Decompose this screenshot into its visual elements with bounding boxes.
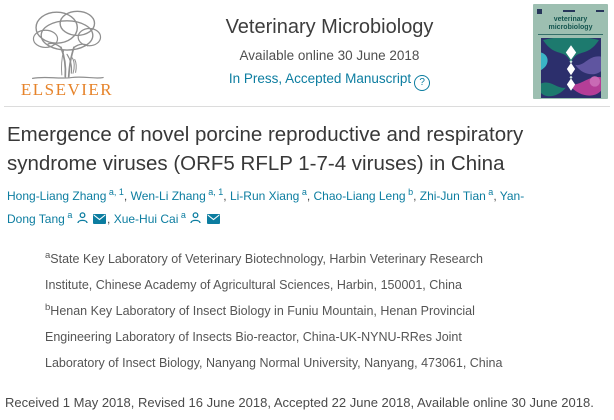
author-affiliation-sup: a, 1 [205, 187, 224, 197]
cover-top-row [537, 8, 604, 14]
cover-decorative-bar [596, 10, 604, 12]
header-divider [4, 106, 610, 107]
journal-header: Veterinary Microbiology Available online… [126, 4, 533, 91]
journal-title-link[interactable]: Veterinary Microbiology [225, 16, 434, 38]
affiliation-item: bHenan Key Laboratory of Insect Biology … [45, 301, 503, 370]
author-affiliation-sup: a [299, 187, 307, 197]
author-affiliation-sup: a, 1 [106, 187, 124, 197]
cover-decorative-bar [563, 10, 575, 12]
affiliation-sup: b [45, 301, 51, 313]
author-link[interactable]: Hong-Liang Zhang [7, 189, 107, 203]
elsevier-wordmark[interactable]: ELSEVIER [20, 80, 114, 99]
elsevier-logo[interactable]: ELSEVIER [8, 4, 126, 100]
article-title: Emergence of novel porcine reproductive … [7, 123, 524, 175]
author-affiliation-sup: a [485, 187, 494, 197]
author-link[interactable]: Yan-Dong Tang [7, 189, 525, 226]
page-header: ELSEVIER Veterinary Microbiology Availab… [0, 0, 614, 106]
affiliation-item: aState Key Laboratory of Veterinary Biot… [45, 249, 483, 292]
author-link[interactable]: Xue-Hui Cai [113, 212, 179, 226]
available-online-text: Available online 30 June 2018 [239, 48, 420, 63]
cover-publisher-mark-icon [537, 8, 542, 14]
author-link[interactable]: Chao-Liang Leng [313, 189, 406, 203]
person-icon[interactable] [77, 212, 88, 224]
author-link[interactable]: Li-Run Xiang [229, 189, 300, 203]
cover-journal-title: veterinary microbiology [538, 16, 603, 35]
affiliation-sup: a [45, 249, 51, 261]
article-dates: Received 1 May 2018, Revised 16 June 201… [5, 395, 594, 410]
affiliation-list: aState Key Laboratory of Veterinary Biot… [45, 246, 513, 376]
author-link[interactable]: Zhi-Jun Tian [419, 189, 486, 203]
author-list: Hong-Liang Zhang a, 1, Wen-Li Zhang a, 1… [7, 187, 525, 227]
cover-artwork [540, 38, 601, 98]
author-affiliation-sup: b [405, 187, 414, 197]
author-affiliation-sup: a [64, 210, 73, 220]
question-icon[interactable]: ? [414, 75, 431, 91]
in-press-label[interactable]: In Press, Accepted Manuscript [228, 71, 412, 86]
envelope-icon[interactable] [206, 214, 220, 224]
author-link[interactable]: Wen-Li Zhang [130, 189, 206, 203]
elsevier-tree-icon [31, 10, 104, 80]
envelope-icon[interactable] [93, 214, 107, 224]
in-press-link[interactable]: In Press, Accepted Manuscript? [126, 71, 533, 91]
person-icon[interactable] [190, 212, 201, 224]
journal-cover-thumbnail[interactable]: veterinary microbiology [533, 4, 608, 99]
author-affiliation-sup: a [178, 210, 186, 220]
